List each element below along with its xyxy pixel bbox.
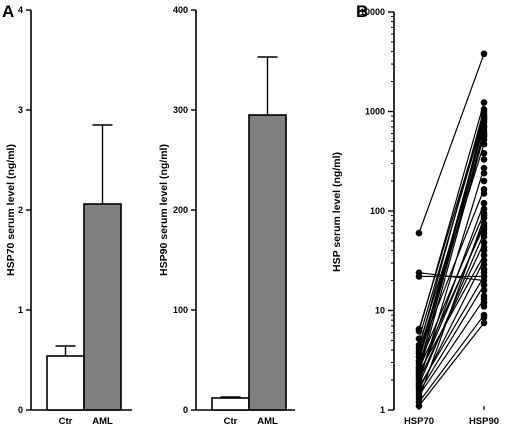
paired-point-hsp90 bbox=[480, 169, 488, 177]
paired-point-hsp90 bbox=[480, 247, 488, 254]
panel-letter-b: B bbox=[356, 2, 368, 21]
paired-point-hsp90 bbox=[480, 150, 488, 157]
paired-point-hsp90 bbox=[480, 314, 488, 321]
paired-connector-line bbox=[418, 314, 485, 403]
hsp70-bar-ctr bbox=[46, 355, 85, 411]
hsp70-y-tick-label: 0 bbox=[18, 405, 23, 415]
hsp70-y-tick-label: 4 bbox=[18, 5, 23, 15]
hsp90-y-tick-label: 100 bbox=[173, 305, 188, 315]
paired-point-hsp90 bbox=[480, 164, 488, 172]
hsp90-bar-ctr bbox=[211, 397, 250, 411]
paired-connector-line bbox=[418, 284, 485, 393]
paired-point-hsp90 bbox=[480, 199, 488, 207]
paired-connector-line bbox=[418, 102, 485, 332]
paired-point-hsp90 bbox=[480, 130, 488, 137]
paired-connector-line bbox=[418, 109, 485, 349]
paired-point-hsp90 bbox=[480, 124, 488, 131]
paired-connector-line bbox=[418, 254, 485, 373]
paired-point-hsp90 bbox=[480, 177, 488, 185]
paired-category-label: HSP90 bbox=[469, 416, 499, 427]
paired-connector-line bbox=[418, 212, 485, 365]
paired-y-tick-label: 100 bbox=[370, 206, 385, 216]
paired-connector-line bbox=[418, 117, 485, 371]
hsp90-category-label: Ctr bbox=[224, 416, 238, 427]
y-axis-title-paired: HSP serum level (ng/ml) bbox=[331, 152, 343, 272]
paired-point-hsp90 bbox=[480, 281, 488, 289]
paired-connector-line bbox=[418, 298, 485, 396]
paired-point-hsp90 bbox=[480, 251, 488, 259]
paired-point-hsp90 bbox=[480, 226, 488, 233]
paired-point-hsp90 bbox=[480, 220, 488, 227]
paired-point-hsp70 bbox=[415, 335, 423, 343]
paired-point-hsp90 bbox=[480, 261, 488, 268]
hsp70-category-label: AML bbox=[92, 416, 113, 427]
paired-point-hsp90 bbox=[480, 190, 488, 197]
paired-connector-line bbox=[418, 202, 485, 379]
y-axis-title-hsp70: HSP70 serum level (ng/ml) bbox=[5, 144, 17, 276]
paired-point-hsp90 bbox=[480, 286, 488, 294]
hsp70-y-tick-label: 2 bbox=[18, 205, 23, 215]
paired-connector-line bbox=[418, 242, 485, 381]
paired-connector-line bbox=[418, 167, 485, 383]
paired-point-hsp70 bbox=[415, 273, 423, 280]
paired-point-hsp90 bbox=[480, 239, 488, 247]
hsp90-y-tick-label: 400 bbox=[173, 5, 188, 15]
paired-point-hsp90 bbox=[480, 269, 488, 276]
hsp90-bar-aml bbox=[248, 114, 287, 411]
paired-point-hsp90 bbox=[480, 233, 488, 241]
chart-hsp70-bar: HSP70 serum level (ng/ml) 0 1 2 3 4 Ctr AML bbox=[5, 5, 132, 427]
paired-connector-line bbox=[418, 134, 485, 375]
paired-point-hsp70 bbox=[415, 229, 423, 237]
paired-point-hsp90 bbox=[480, 136, 488, 144]
paired-point-hsp90 bbox=[480, 292, 488, 300]
paired-point-hsp90 bbox=[480, 319, 488, 327]
paired-point-hsp90 bbox=[480, 303, 488, 310]
paired-point-hsp90 bbox=[480, 116, 488, 124]
paired-point-hsp90 bbox=[480, 212, 488, 219]
hsp90-y-tick-label: 300 bbox=[173, 105, 188, 115]
y-axis-title-hsp90: HSP90 serum level (ng/ml) bbox=[158, 144, 170, 276]
paired-point-hsp90 bbox=[480, 99, 488, 106]
paired-point-hsp90 bbox=[480, 50, 488, 58]
hsp70-category-label: Ctr bbox=[59, 416, 73, 427]
paired-connector-line bbox=[418, 53, 485, 234]
paired-connector-line bbox=[418, 217, 485, 399]
paired-point-hsp70 bbox=[415, 402, 423, 410]
paired-y-tick-label: 1000 bbox=[365, 107, 385, 117]
hsp90-y-tick-label: 0 bbox=[183, 405, 188, 415]
hsp70-y-tick-label: 1 bbox=[18, 305, 23, 315]
paired-point-hsp90 bbox=[480, 205, 488, 213]
paired-y-tick-label: 1 bbox=[380, 405, 385, 415]
paired-y-tick-label: 10000 bbox=[360, 7, 385, 17]
paired-point-hsp70 bbox=[415, 327, 423, 335]
paired-point-hsp90 bbox=[480, 108, 488, 115]
paired-category-label: HSP70 bbox=[404, 416, 434, 427]
hsp70-y-tick-label: 3 bbox=[18, 105, 23, 115]
paired-point-hsp90 bbox=[480, 156, 488, 163]
hsp90-y-tick-label: 200 bbox=[173, 205, 188, 215]
hsp70-bar-aml bbox=[83, 203, 122, 411]
paired-y-tick-label: 10 bbox=[375, 306, 385, 316]
chart-hsp90-bar: HSP90 serum level (ng/ml) 0 100 200 300 400 C… bbox=[158, 5, 295, 427]
hsp90-category-label: AML bbox=[257, 416, 278, 427]
paired-connector-line bbox=[418, 322, 485, 407]
chart-paired-scatter: HSP serum level (ng/ml) 1 10 100 1000 10000 H… bbox=[331, 7, 499, 427]
panel-letter-a: A bbox=[2, 2, 14, 21]
